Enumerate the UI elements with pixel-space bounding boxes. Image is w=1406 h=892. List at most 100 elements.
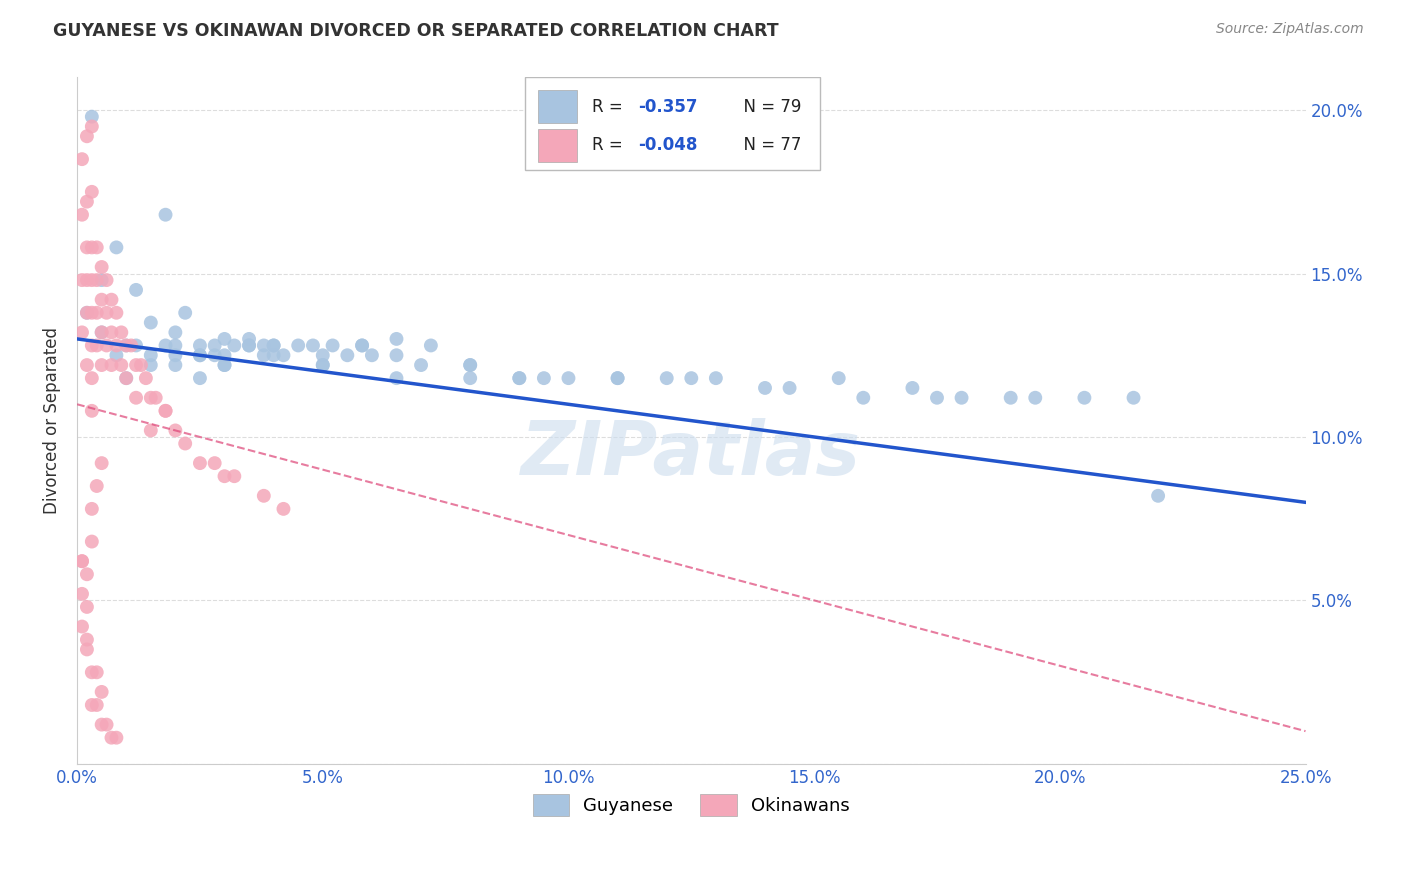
Point xyxy=(1000,391,1022,405)
Point xyxy=(139,391,162,405)
Point xyxy=(253,489,276,503)
Point xyxy=(263,338,285,352)
Point xyxy=(533,371,555,385)
Point xyxy=(76,567,98,582)
Point xyxy=(80,120,103,134)
Point xyxy=(155,404,177,418)
Point xyxy=(115,371,138,385)
Point xyxy=(90,358,112,372)
Point xyxy=(263,338,285,352)
Point xyxy=(120,338,142,352)
Point xyxy=(80,698,103,712)
Point xyxy=(90,717,112,731)
Text: -0.048: -0.048 xyxy=(638,136,697,154)
Point xyxy=(352,338,374,352)
Point xyxy=(80,110,103,124)
Point xyxy=(188,456,211,470)
Text: N = 79: N = 79 xyxy=(733,98,801,116)
Point xyxy=(100,293,122,307)
Text: ZIPatlas: ZIPatlas xyxy=(522,418,862,491)
Point xyxy=(828,371,851,385)
Point xyxy=(704,371,727,385)
Point xyxy=(557,371,579,385)
Point xyxy=(606,371,628,385)
Point xyxy=(125,358,148,372)
Point xyxy=(90,456,112,470)
Point xyxy=(70,554,93,568)
Text: GUYANESE VS OKINAWAN DIVORCED OR SEPARATED CORRELATION CHART: GUYANESE VS OKINAWAN DIVORCED OR SEPARAT… xyxy=(53,22,779,40)
Point xyxy=(139,424,162,438)
Point xyxy=(385,371,408,385)
Point xyxy=(90,326,112,340)
Point xyxy=(70,273,93,287)
Point xyxy=(80,240,103,254)
Point xyxy=(115,338,138,352)
Point xyxy=(754,381,776,395)
Point xyxy=(145,391,167,405)
Point xyxy=(70,587,93,601)
Point xyxy=(188,348,211,362)
Point xyxy=(287,338,309,352)
Point xyxy=(96,306,118,320)
Point xyxy=(385,348,408,362)
Point xyxy=(312,348,335,362)
Point xyxy=(115,371,138,385)
Point xyxy=(925,391,948,405)
Point xyxy=(155,338,177,352)
Point xyxy=(105,348,128,362)
Legend: Guyanese, Okinawans: Guyanese, Okinawans xyxy=(526,787,858,823)
Point xyxy=(70,152,93,166)
Point xyxy=(852,391,875,405)
Point xyxy=(90,293,112,307)
Point xyxy=(204,348,226,362)
Point xyxy=(681,371,703,385)
Point xyxy=(76,129,98,144)
Point xyxy=(204,338,226,352)
Point xyxy=(76,306,98,320)
Point xyxy=(76,194,98,209)
Point xyxy=(80,306,103,320)
Point xyxy=(86,240,108,254)
Point xyxy=(96,717,118,731)
Point xyxy=(214,358,236,372)
Point xyxy=(188,371,211,385)
Point xyxy=(70,554,93,568)
Point xyxy=(224,338,246,352)
Point xyxy=(105,240,128,254)
Point xyxy=(312,358,335,372)
Point xyxy=(458,371,481,385)
Point xyxy=(174,306,197,320)
Point xyxy=(80,371,103,385)
Point xyxy=(508,371,530,385)
Point xyxy=(458,358,481,372)
Point xyxy=(352,338,374,352)
Point xyxy=(950,391,973,405)
Point xyxy=(76,642,98,657)
Point xyxy=(80,534,103,549)
Point xyxy=(76,306,98,320)
Point xyxy=(165,348,187,362)
FancyBboxPatch shape xyxy=(537,90,576,123)
Point xyxy=(336,348,359,362)
Point xyxy=(100,326,122,340)
Point xyxy=(1122,391,1144,405)
Point xyxy=(86,479,108,493)
Point xyxy=(165,338,187,352)
Point xyxy=(80,185,103,199)
Point xyxy=(273,348,295,362)
Point xyxy=(1073,391,1095,405)
Point xyxy=(204,456,226,470)
Point xyxy=(253,338,276,352)
Point xyxy=(110,358,132,372)
Point xyxy=(80,665,103,680)
Point xyxy=(115,338,138,352)
Point xyxy=(253,348,276,362)
Point xyxy=(96,273,118,287)
Point xyxy=(214,358,236,372)
Point xyxy=(779,381,801,395)
Point xyxy=(80,338,103,352)
Point xyxy=(80,404,103,418)
Point xyxy=(165,326,187,340)
Point xyxy=(1024,391,1046,405)
Point xyxy=(238,338,260,352)
